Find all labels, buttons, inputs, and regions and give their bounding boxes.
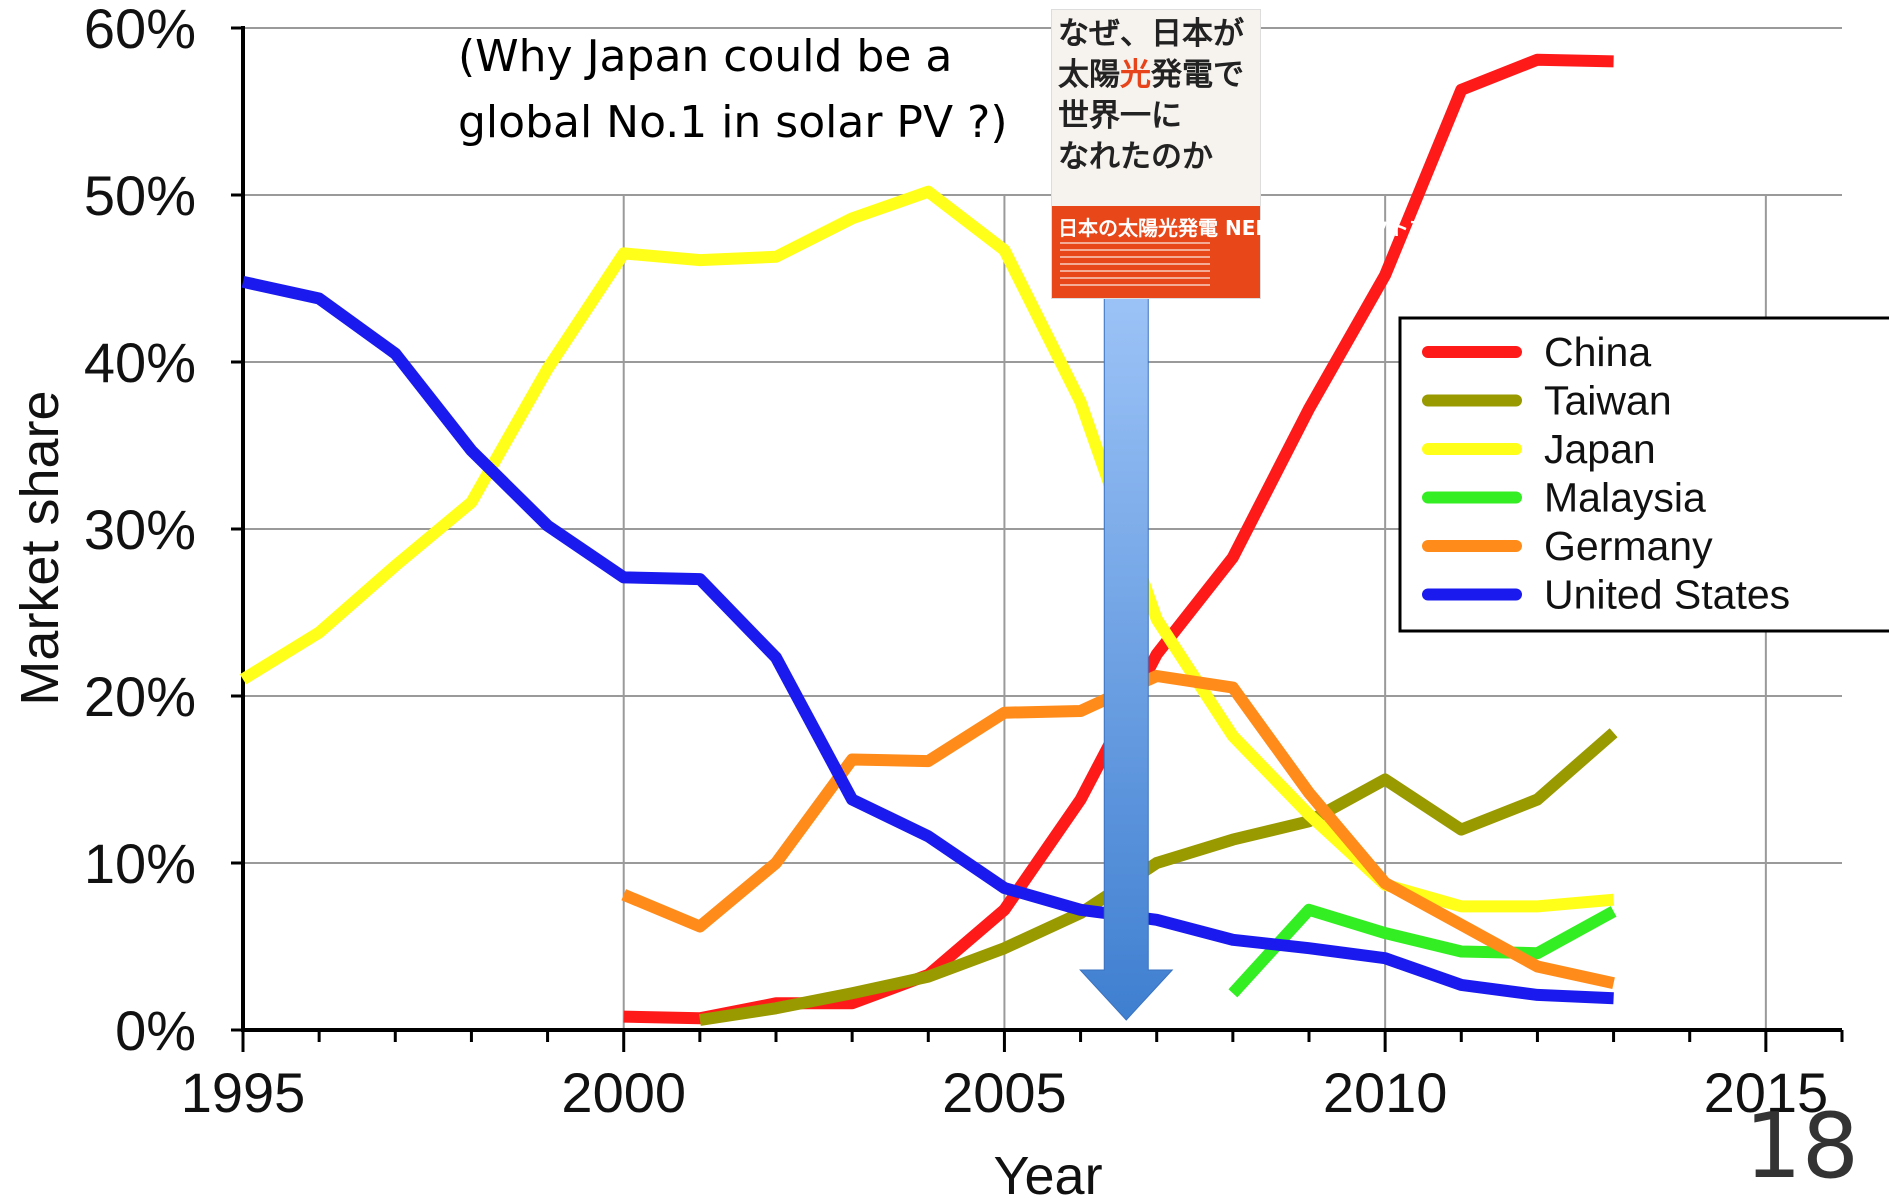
page-number: 18 [1744, 1094, 1859, 1199]
annotation-arrow [1079, 294, 1174, 1021]
series-line-taiwan [698, 728, 1618, 1026]
series-line-united-states [241, 275, 1614, 1005]
book-band-text: 日本の太陽光発電 NEDOプロジェクトを活写する! [1058, 216, 1519, 240]
x-tick-labels: 1995 2000 2005 2010 2015 [181, 1061, 1828, 1124]
legend-label: Germany [1544, 523, 1713, 569]
book-band-small-print [1060, 242, 1210, 291]
book-title-highlight: 光 [1120, 57, 1151, 93]
legend-label: Taiwan [1544, 378, 1672, 424]
book-title: なぜ、日本が 太陽光発電で 世界一に なれたのか [1052, 10, 1260, 202]
book-title-part-1: なぜ、日本が 太陽 [1058, 16, 1244, 93]
book-band: 日本の太陽光発電 NEDOプロジェクトを活写する! [1052, 206, 1519, 298]
book-cover-image: なぜ、日本が 太陽光発電で 世界一に なれたのか 日本の太陽光発電 NEDOプロ… [1052, 10, 1519, 298]
annotation-text: (Why Japan could be a global No.1 in sol… [458, 24, 1018, 156]
series-line-malaysia [1228, 903, 1617, 998]
y-tick-labels: 0% 10% 20% 30% 40% 50% 60% [84, 0, 196, 1062]
legend-box [1398, 316, 1889, 633]
x-tick-label: 2015 [1704, 1061, 1829, 1124]
legend-label: China [1544, 329, 1651, 375]
legend-label: United States [1544, 572, 1790, 618]
x-tick-label: 2010 [1323, 1061, 1448, 1124]
y-tick-label: 30% [84, 498, 196, 561]
y-tick-label: 50% [84, 164, 196, 227]
y-tick-label: 40% [84, 331, 196, 394]
x-tick-label: 1995 [181, 1061, 306, 1124]
annotation-line-2: global No.1 in solar PV ?) [458, 97, 1008, 148]
x-tick-label: 2000 [561, 1061, 686, 1124]
x-tick-label: 2005 [942, 1061, 1067, 1124]
axes [231, 26, 1844, 1052]
y-tick-label: 20% [84, 665, 196, 728]
legend-label: Malaysia [1544, 475, 1706, 521]
annotation-line-1: (Why Japan could be a [458, 31, 953, 82]
down-arrow [1079, 294, 1174, 1021]
grid-lines [243, 27, 1842, 1030]
y-tick-label: 60% [84, 0, 196, 60]
legend-label: Japan [1544, 426, 1656, 472]
y-tick-label: 0% [115, 999, 196, 1062]
book-title-part-2: 発電で 世界一に なれたのか [1058, 57, 1244, 175]
y-tick-label: 10% [84, 832, 196, 895]
y-axis-title: Market share [10, 390, 70, 705]
x-axis-title: Year [993, 1146, 1102, 1199]
